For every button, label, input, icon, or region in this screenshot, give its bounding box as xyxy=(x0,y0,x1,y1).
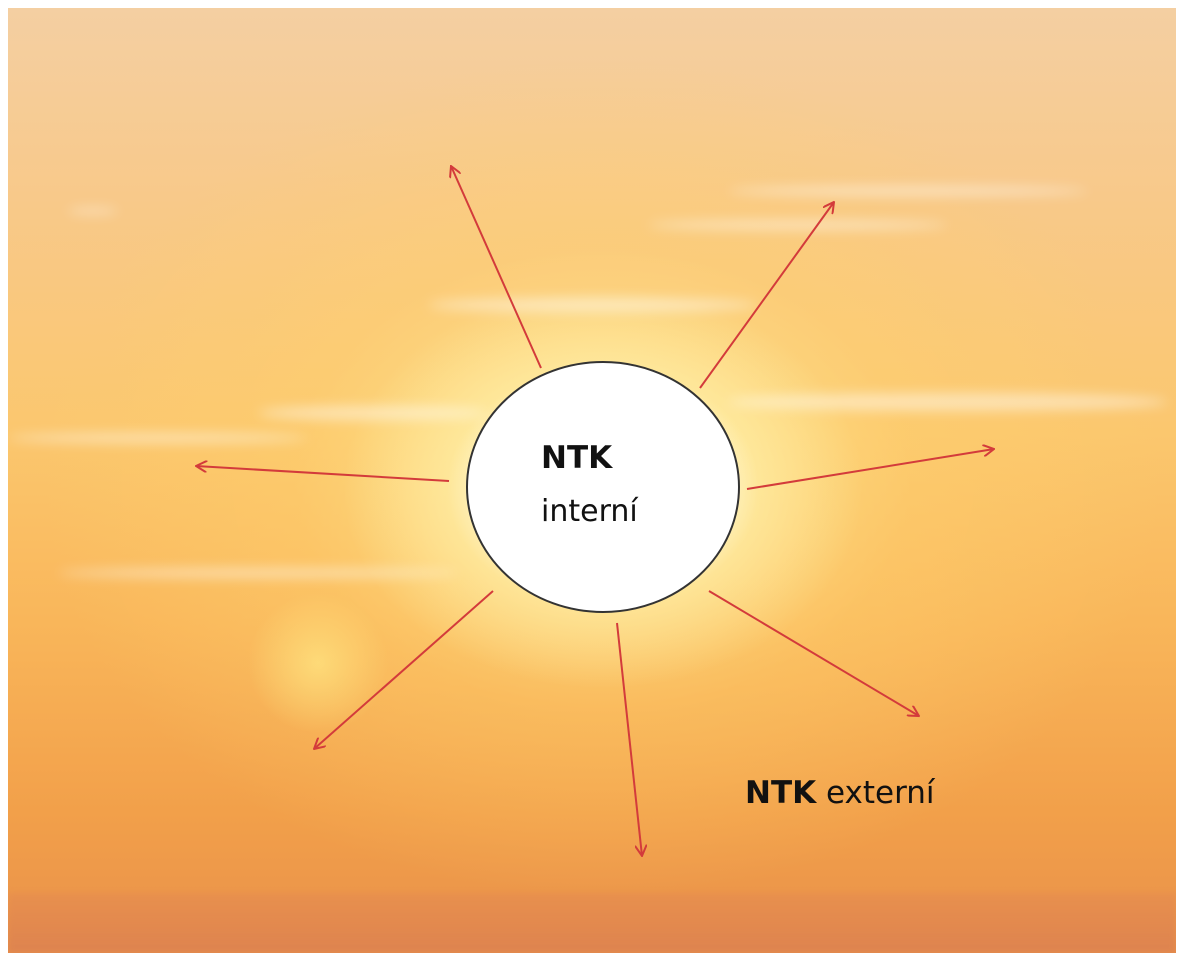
arrow xyxy=(451,166,541,368)
arrow xyxy=(314,591,493,749)
center-title: NTK xyxy=(541,443,612,474)
center-subtitle: interní xyxy=(541,497,638,527)
arrow xyxy=(617,623,642,856)
arrow xyxy=(709,591,919,716)
outer-title: NTK xyxy=(745,775,816,811)
diagram xyxy=(0,0,1178,955)
outer-label: NTK externí xyxy=(745,778,935,809)
arrow xyxy=(700,202,834,388)
center-circle xyxy=(467,362,739,612)
arrow xyxy=(196,466,449,481)
outer-subtitle: externí xyxy=(826,775,935,811)
page: NTK interní NTK externí (() => { const d… xyxy=(0,0,1178,955)
arrow xyxy=(747,449,994,489)
